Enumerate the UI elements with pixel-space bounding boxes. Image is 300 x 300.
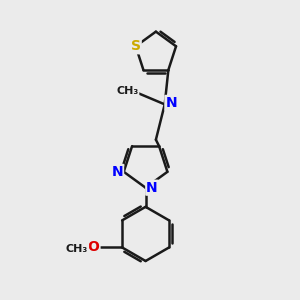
- Text: N: N: [112, 165, 123, 179]
- Text: CH₃: CH₃: [116, 86, 139, 96]
- Text: S: S: [131, 39, 141, 53]
- Text: CH₃: CH₃: [66, 244, 88, 254]
- Text: N: N: [146, 181, 158, 195]
- Text: O: O: [88, 241, 100, 254]
- Text: N: N: [165, 96, 177, 110]
